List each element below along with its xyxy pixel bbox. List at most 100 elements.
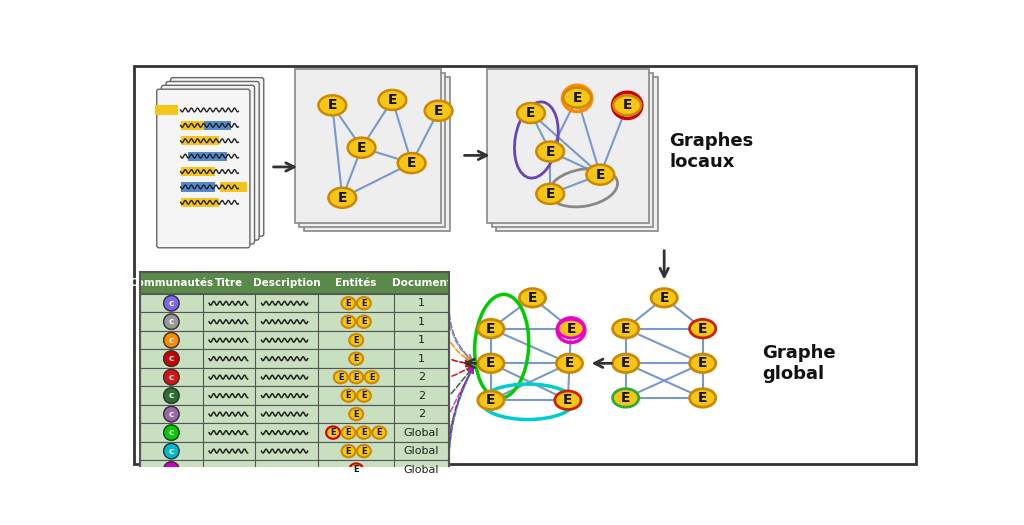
Bar (188, 152, 226, 161)
Circle shape (164, 351, 179, 366)
Ellipse shape (349, 334, 364, 346)
Text: E: E (361, 391, 367, 400)
Ellipse shape (651, 289, 677, 307)
Ellipse shape (334, 371, 348, 383)
Ellipse shape (348, 138, 376, 158)
Text: Graphes
locaux: Graphes locaux (670, 132, 754, 171)
Circle shape (164, 462, 179, 477)
Text: E: E (623, 98, 632, 112)
Bar (140, 312, 450, 331)
Bar (204, 121, 230, 130)
Ellipse shape (558, 319, 584, 338)
Ellipse shape (425, 101, 453, 121)
Text: c: c (169, 335, 174, 345)
Text: 1: 1 (418, 298, 425, 308)
FancyBboxPatch shape (166, 81, 259, 240)
Text: E: E (353, 373, 359, 382)
Circle shape (164, 370, 179, 385)
Bar (140, 272, 450, 479)
Ellipse shape (349, 371, 364, 383)
Ellipse shape (587, 165, 614, 185)
Bar (140, 405, 450, 423)
Bar (140, 350, 450, 368)
Text: c: c (169, 317, 174, 326)
Ellipse shape (357, 445, 371, 457)
Text: c: c (169, 391, 174, 400)
Text: E: E (353, 335, 359, 345)
Text: E: E (486, 356, 496, 370)
Bar (140, 294, 450, 312)
Ellipse shape (318, 96, 346, 116)
Bar (492, 73, 653, 227)
Text: Document: Document (392, 278, 452, 288)
Ellipse shape (612, 354, 639, 373)
Ellipse shape (689, 319, 716, 338)
Text: c: c (169, 465, 174, 474)
Ellipse shape (537, 142, 564, 162)
Bar (180, 167, 215, 176)
Text: E: E (328, 98, 337, 112)
Text: E: E (361, 299, 367, 308)
Ellipse shape (563, 88, 591, 108)
Text: E: E (361, 428, 367, 437)
Ellipse shape (349, 408, 364, 421)
Ellipse shape (357, 297, 371, 309)
Text: c: c (169, 299, 174, 308)
Text: E: E (346, 299, 351, 308)
FancyBboxPatch shape (171, 78, 264, 236)
Bar (180, 198, 219, 207)
Ellipse shape (397, 153, 425, 173)
Text: 1: 1 (418, 335, 425, 345)
Ellipse shape (613, 96, 641, 116)
Text: E: E (698, 391, 708, 405)
Circle shape (164, 296, 179, 311)
Ellipse shape (689, 388, 716, 407)
Text: Global: Global (403, 446, 439, 456)
Bar (299, 73, 445, 227)
Text: 2: 2 (418, 372, 425, 382)
Ellipse shape (342, 297, 355, 309)
Ellipse shape (478, 354, 504, 373)
Text: E: E (407, 156, 417, 170)
Ellipse shape (357, 316, 371, 328)
Ellipse shape (357, 390, 371, 402)
Text: Entités: Entités (336, 278, 377, 288)
Ellipse shape (478, 319, 504, 338)
Text: E: E (527, 291, 538, 305)
Circle shape (164, 314, 179, 329)
Bar (140, 386, 450, 405)
Text: E: E (621, 356, 631, 370)
Text: Description: Description (253, 278, 321, 288)
Text: E: E (486, 322, 496, 335)
Bar (140, 423, 450, 442)
Text: Titre: Titre (215, 278, 243, 288)
Ellipse shape (342, 445, 355, 457)
FancyBboxPatch shape (157, 89, 250, 248)
Text: E: E (331, 428, 336, 437)
Text: E: E (338, 373, 344, 382)
Bar (487, 69, 649, 223)
Text: E: E (566, 322, 575, 335)
Text: E: E (698, 356, 708, 370)
Bar (180, 136, 219, 145)
Text: E: E (356, 141, 367, 155)
Text: E: E (377, 428, 382, 437)
Circle shape (164, 406, 179, 422)
Text: Global: Global (403, 465, 439, 475)
Ellipse shape (349, 464, 364, 476)
Ellipse shape (373, 426, 386, 439)
Text: E: E (346, 447, 351, 456)
Text: Graphe
global: Graphe global (762, 344, 836, 383)
Ellipse shape (517, 103, 545, 123)
Bar (180, 121, 204, 130)
Text: c: c (169, 373, 174, 382)
Ellipse shape (342, 426, 355, 439)
Ellipse shape (689, 354, 716, 373)
Bar (140, 272, 450, 294)
Text: E: E (361, 317, 367, 326)
Text: E: E (346, 428, 351, 437)
FancyBboxPatch shape (162, 86, 255, 244)
Text: E: E (526, 106, 536, 120)
Ellipse shape (537, 184, 564, 204)
Text: E: E (621, 322, 631, 335)
